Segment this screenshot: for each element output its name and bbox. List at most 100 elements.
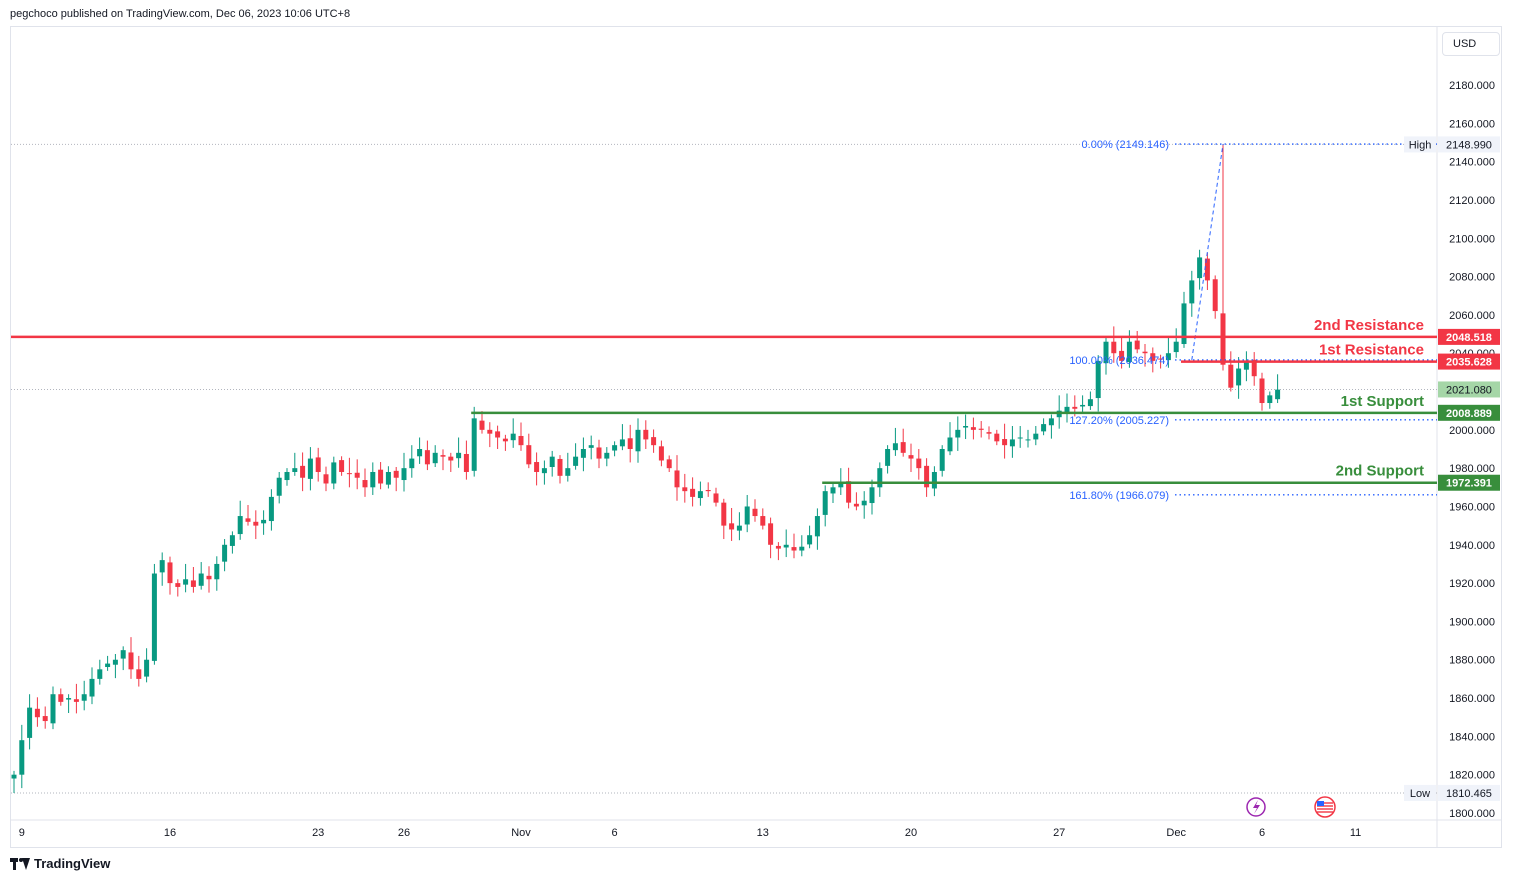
candle-body <box>502 438 508 442</box>
extreme-tag-bg <box>1404 784 1436 801</box>
y-tick-label: 2100.000 <box>1449 233 1495 245</box>
level-name: 1st Support <box>1341 393 1424 410</box>
x-tick-label: 20 <box>905 827 917 839</box>
candle-body <box>323 474 329 484</box>
footer-brand: TradingView <box>10 856 110 871</box>
lightning-glyph <box>1253 800 1260 814</box>
candle-body <box>830 487 836 494</box>
candle-body <box>1158 358 1164 360</box>
candle-body <box>1243 360 1249 370</box>
y-tick-label: 2000.000 <box>1449 425 1495 437</box>
candle-body <box>11 774 17 779</box>
candle-body <box>136 669 142 679</box>
x-tick-label: 6 <box>612 827 618 839</box>
candle-body <box>1150 353 1156 361</box>
candle-body <box>900 442 906 453</box>
candle-body <box>1048 418 1054 426</box>
candle-body <box>1103 341 1109 364</box>
candle-body <box>1087 399 1093 407</box>
candle-body <box>440 455 446 457</box>
level-name: 2nd Resistance <box>1314 317 1424 334</box>
candle-body <box>456 452 462 459</box>
candle-body <box>822 491 828 515</box>
candle-body <box>604 452 610 459</box>
candle-body <box>573 456 579 466</box>
candle-body <box>183 579 189 585</box>
candle-body <box>1259 378 1265 404</box>
candle-body <box>471 418 477 471</box>
candle-body <box>50 694 56 724</box>
candle-body <box>432 452 438 464</box>
candle-body <box>947 437 953 452</box>
candle-body <box>768 523 774 545</box>
candle-body <box>643 429 649 440</box>
candle-body <box>487 429 493 434</box>
y-tick-label: 2140.000 <box>1449 157 1495 169</box>
candle-body <box>81 694 87 701</box>
candle-body <box>1181 303 1187 345</box>
candle-body <box>1228 364 1234 388</box>
candle-body <box>924 465 930 488</box>
candle-body <box>151 573 157 661</box>
tradingview-logo-icon <box>10 857 30 870</box>
candle-body <box>261 519 267 524</box>
y-tick-label: 1860.000 <box>1449 693 1495 705</box>
candle-body <box>1002 439 1008 446</box>
y-tick-label: 2180.000 <box>1449 80 1495 92</box>
candle-body <box>713 493 719 503</box>
candle-body <box>1189 280 1195 304</box>
candle-body <box>775 545 781 549</box>
candle-body <box>1275 389 1281 400</box>
y-tick-label: 2120.000 <box>1449 195 1495 207</box>
price-tag-label: 1972.391 <box>1446 478 1492 490</box>
candle-body <box>752 508 758 517</box>
candle-body <box>229 535 235 546</box>
candle-body <box>284 471 290 481</box>
candle-body <box>1173 341 1179 353</box>
fib-level-label: 100.00% (2036.474) <box>1069 355 1169 367</box>
candle-body <box>307 458 313 479</box>
candle-body <box>619 439 625 447</box>
candle-body <box>190 580 196 587</box>
candle-body <box>222 544 228 562</box>
currency-selector[interactable]: USD <box>1442 32 1500 56</box>
x-tick-label: 9 <box>19 827 25 839</box>
candle-body <box>596 447 602 459</box>
candle-body <box>19 740 25 775</box>
candle-body <box>541 468 547 474</box>
candle-body <box>885 449 891 466</box>
y-tick-label: 1900.000 <box>1449 616 1495 628</box>
extreme-price-label: 2148.990 <box>1446 139 1492 151</box>
candle-body <box>970 427 976 430</box>
candle-body <box>853 503 859 507</box>
price-tag-bg <box>1438 474 1500 491</box>
candle-body <box>1033 433 1039 440</box>
candle-body <box>159 560 165 573</box>
candle-body <box>861 500 867 506</box>
candle-body <box>721 502 727 526</box>
candle-body <box>214 563 220 580</box>
candle-body <box>1267 395 1273 404</box>
candle-body <box>1126 341 1132 363</box>
price-tag-bg <box>1438 328 1500 345</box>
candle-body <box>651 437 657 446</box>
candle-body <box>736 525 742 531</box>
candle-body <box>807 535 813 545</box>
candle-body <box>1220 313 1226 365</box>
candle-body <box>253 521 259 526</box>
candle-body <box>175 583 181 587</box>
candle-body <box>120 650 126 659</box>
candle-body <box>994 433 1000 442</box>
x-tick-label: 16 <box>164 827 176 839</box>
candle-body <box>300 465 306 478</box>
candle-body <box>1064 406 1070 413</box>
y-tick-label: 2080.000 <box>1449 272 1495 284</box>
brand-name: TradingView <box>34 856 111 871</box>
candle-body <box>1134 340 1140 350</box>
y-tick-label: 1820.000 <box>1449 770 1495 782</box>
candle-body <box>495 431 501 438</box>
extreme-tag: High <box>1409 139 1432 151</box>
extreme-tag-bg <box>1404 136 1436 153</box>
x-tick-label: 26 <box>398 827 410 839</box>
